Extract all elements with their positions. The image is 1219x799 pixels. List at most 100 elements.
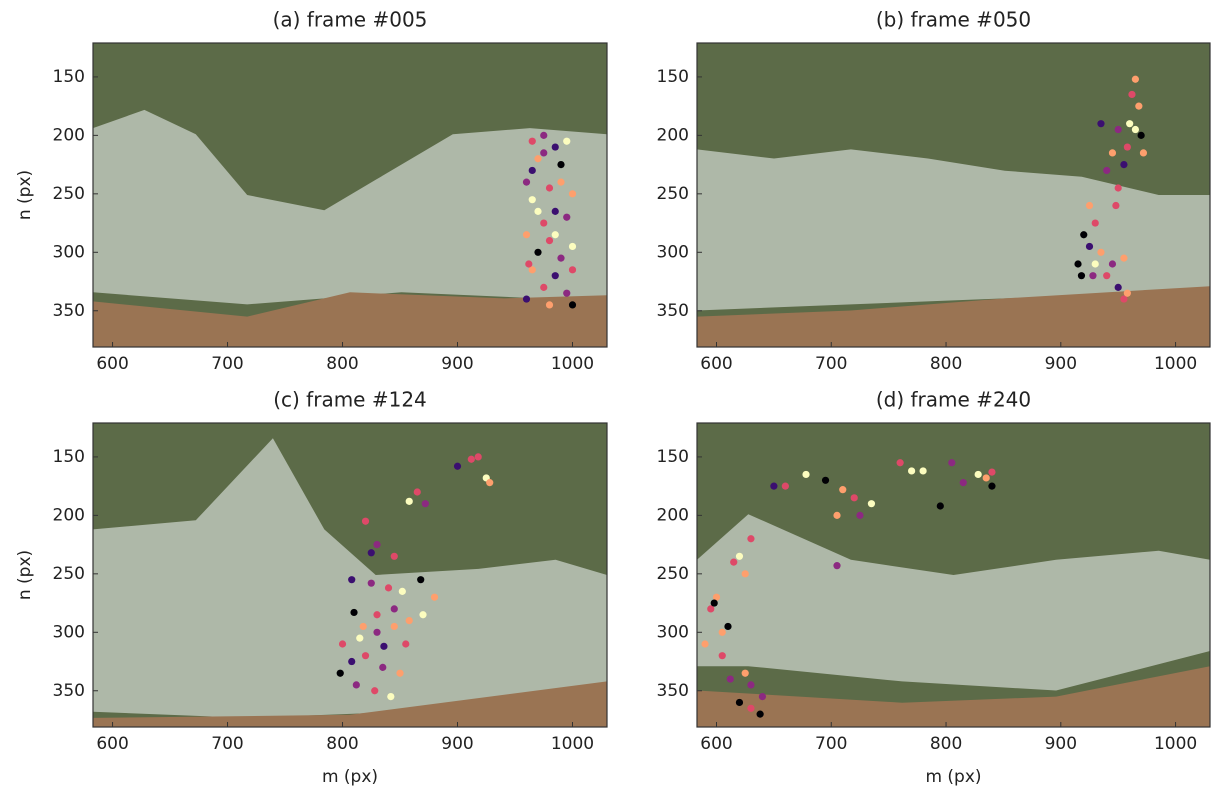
point	[348, 576, 356, 584]
panel	[93, 423, 607, 727]
point	[522, 231, 531, 239]
point	[373, 628, 381, 636]
point	[1091, 260, 1099, 268]
y-tick-label: 150	[53, 67, 85, 87]
y-tick-label: 300	[53, 622, 85, 642]
point	[373, 611, 381, 619]
point	[747, 704, 755, 712]
point	[867, 500, 876, 508]
point	[419, 611, 427, 619]
x-tick-label: 700	[211, 354, 243, 374]
point	[367, 579, 375, 587]
point	[1085, 201, 1094, 210]
x-tick-label: 600	[700, 354, 732, 374]
point	[563, 213, 571, 221]
point	[735, 552, 744, 560]
point	[551, 231, 559, 239]
point	[390, 622, 398, 631]
x-tick-label: 1000	[551, 734, 594, 754]
point	[551, 272, 559, 280]
point	[1114, 125, 1122, 134]
y-tick-label: 250	[657, 564, 689, 584]
panel-title: (b) frame #050	[876, 8, 1031, 32]
point	[361, 652, 370, 660]
point	[1103, 166, 1111, 175]
sand	[93, 292, 607, 347]
y-tick-label: 200	[657, 505, 689, 525]
point	[1080, 231, 1088, 239]
point	[735, 698, 744, 707]
x-tick-label: 800	[326, 354, 358, 374]
point	[758, 693, 767, 701]
sand	[93, 681, 607, 727]
point	[959, 479, 967, 487]
point	[741, 570, 749, 578]
point	[821, 476, 830, 484]
panel-title: (a) frame #005	[273, 8, 428, 32]
point	[540, 149, 548, 157]
point	[430, 593, 439, 601]
point	[405, 617, 413, 625]
point	[528, 266, 536, 274]
foam	[697, 514, 1210, 691]
y-axis-label: n (px)	[15, 550, 35, 600]
y-tick-label: 300	[657, 622, 689, 642]
point	[988, 482, 996, 490]
point	[850, 494, 858, 502]
y-tick-label: 250	[53, 184, 85, 204]
point	[525, 260, 533, 268]
point	[1108, 260, 1117, 268]
point	[568, 242, 577, 251]
point	[756, 710, 764, 718]
point	[781, 482, 789, 490]
point	[710, 599, 718, 607]
point	[974, 470, 982, 479]
point	[1123, 289, 1131, 297]
point	[568, 190, 577, 198]
point	[747, 681, 755, 689]
point	[1114, 283, 1122, 291]
point	[390, 605, 398, 613]
point	[545, 184, 554, 192]
point	[1120, 254, 1128, 262]
point	[557, 178, 565, 186]
panel	[697, 43, 1210, 347]
point	[802, 470, 810, 479]
axes-frame	[92, 42, 608, 348]
point	[534, 248, 542, 256]
y-tick-label: 300	[657, 242, 689, 262]
y-tick-label: 250	[657, 184, 689, 204]
point	[545, 237, 554, 245]
x-tick-label: 900	[441, 354, 473, 374]
point	[384, 584, 393, 592]
point	[551, 207, 559, 215]
panel	[697, 423, 1210, 727]
point	[338, 640, 347, 648]
point	[726, 675, 734, 683]
point	[563, 289, 571, 297]
point	[701, 640, 709, 648]
point	[1112, 201, 1120, 210]
point	[741, 669, 749, 677]
point	[1074, 260, 1082, 268]
point	[348, 657, 356, 666]
point	[528, 137, 536, 145]
point	[380, 642, 388, 650]
y-tick-label: 200	[657, 125, 689, 145]
x-axis-label: m (px)	[322, 767, 378, 787]
point	[421, 500, 429, 508]
point	[730, 558, 738, 566]
point	[373, 541, 381, 549]
y-tick-label: 150	[657, 447, 689, 467]
point	[417, 576, 425, 584]
point	[534, 155, 542, 163]
point	[1091, 219, 1099, 227]
point	[1139, 149, 1148, 157]
point	[367, 549, 375, 557]
point	[1123, 143, 1131, 151]
x-tick-label: 600	[700, 734, 732, 754]
point	[356, 634, 364, 642]
foam	[93, 109, 607, 305]
x-tick-label: 1000	[551, 354, 594, 374]
